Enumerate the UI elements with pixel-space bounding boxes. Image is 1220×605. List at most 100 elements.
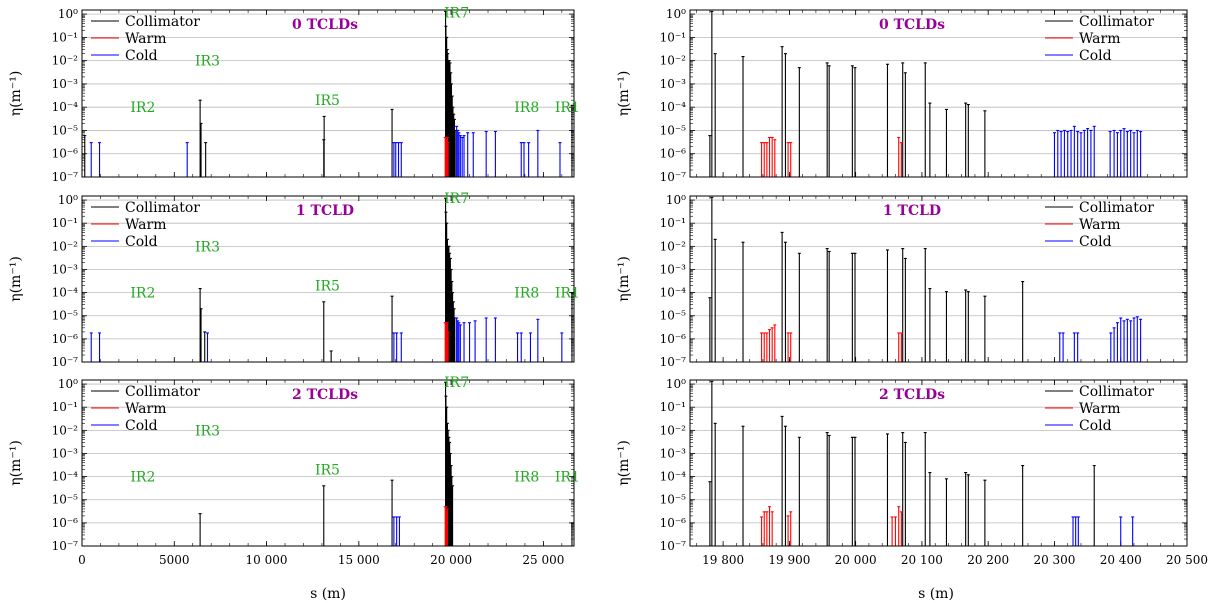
x-tick-label: 15 000 bbox=[338, 553, 380, 567]
y-tick-label: 10⁻⁵ bbox=[660, 493, 687, 507]
legend-label-warm: Warm bbox=[1079, 217, 1121, 233]
annotation-ir1: IR1 bbox=[555, 286, 580, 302]
x-tick-label: 20 500 bbox=[1166, 553, 1208, 567]
y-tick-label: 10⁰ bbox=[666, 377, 686, 391]
y-tick-label: 10⁻⁷ bbox=[660, 355, 687, 369]
panel-1: 10⁻⁷ 10⁻⁶ 10⁻⁵ 10⁻⁴ 10⁻³ 10⁻² 10⁻¹ 10⁰ η(m⁻¹) 0 T… bbox=[8, 5, 580, 184]
plot-frame bbox=[81, 9, 575, 178]
legend-label-collimator: Collimator bbox=[1079, 14, 1154, 30]
x-axis-label-left: s (m) bbox=[310, 586, 346, 602]
y-tick-label: 10⁻⁴ bbox=[52, 470, 79, 484]
legend-label-cold: Cold bbox=[125, 418, 158, 434]
legend-label-cold: Cold bbox=[125, 48, 158, 64]
x-tick-label: 20 000 bbox=[835, 553, 877, 567]
annotation-ir7: IR7 bbox=[444, 375, 469, 391]
y-axis-label: η(m⁻¹) bbox=[8, 71, 24, 117]
y-tick-label: 10⁻⁵ bbox=[660, 123, 687, 137]
panel-title: 2 TCLDs bbox=[879, 387, 945, 403]
x-tick-label: 20 100 bbox=[901, 553, 943, 567]
panel-title: 0 TCLDs bbox=[292, 17, 358, 33]
y-tick-label: 10⁰ bbox=[58, 193, 78, 207]
annotation-ir7: IR7 bbox=[444, 5, 469, 21]
panel-3: 10⁻⁷ 10⁻⁶ 10⁻⁵ 10⁻⁴ 10⁻³ 10⁻² 10⁻¹ 10⁰ η(m⁻¹) 1 T… bbox=[8, 191, 580, 369]
x-tick-label: 19 900 bbox=[768, 553, 810, 567]
legend-label-collimator: Collimator bbox=[125, 384, 200, 400]
y-tick-label: 10⁻⁵ bbox=[660, 309, 687, 323]
plot-frame bbox=[689, 379, 1188, 547]
y-tick-label: 10⁻³ bbox=[660, 77, 687, 91]
y-tick-label: 10⁰ bbox=[58, 7, 78, 21]
panel-title: 1 TCLD bbox=[296, 203, 354, 219]
y-tick-label: 10⁻⁴ bbox=[660, 286, 687, 300]
y-tick-label: 10⁻³ bbox=[52, 77, 79, 91]
annotation-ir2: IR2 bbox=[130, 470, 155, 486]
annotation-ir2: IR2 bbox=[130, 286, 155, 302]
annotation-ir3: IR3 bbox=[195, 54, 220, 70]
x-tick-label: 20 000 bbox=[430, 553, 472, 567]
y-tick-label: 10⁻⁶ bbox=[660, 332, 687, 346]
panel-5: 10⁻⁷ 10⁻⁶ 10⁻⁵ 10⁻⁴ 10⁻³ 10⁻² 10⁻¹ 10⁰ 0 5000 10 0… bbox=[8, 375, 580, 567]
y-tick-label: 10⁻² bbox=[52, 239, 79, 253]
y-tick-label: 10⁻⁷ bbox=[660, 539, 687, 553]
y-axis-label: η(m⁻¹) bbox=[8, 440, 24, 486]
x-tick-label: 19 800 bbox=[702, 553, 744, 567]
y-tick-label: 10⁻³ bbox=[52, 262, 79, 276]
legend-label-cold: Cold bbox=[1079, 418, 1112, 434]
legend-label-cold: Cold bbox=[1079, 48, 1112, 64]
panel-title: 0 TCLDs bbox=[879, 17, 945, 33]
x-tick-label: 10 000 bbox=[246, 553, 288, 567]
annotation-ir2: IR2 bbox=[130, 100, 155, 116]
y-tick-label: 10⁻⁶ bbox=[660, 516, 687, 530]
x-tick-label: 20 300 bbox=[1033, 553, 1075, 567]
y-axis-label: η(m⁻¹) bbox=[616, 440, 632, 486]
annotation-ir8: IR8 bbox=[514, 286, 539, 302]
plot-frame bbox=[81, 195, 575, 363]
annotation-ir5: IR5 bbox=[315, 279, 340, 295]
y-tick-label: 10⁻¹ bbox=[660, 30, 686, 44]
y-tick-label: 10⁻¹ bbox=[52, 400, 78, 414]
y-tick-label: 10⁻⁶ bbox=[52, 516, 79, 530]
panel-title: 2 TCLDs bbox=[292, 387, 358, 403]
y-tick-label: 10⁻⁴ bbox=[52, 286, 79, 300]
panel-title: 1 TCLD bbox=[883, 203, 941, 219]
y-tick-label: 10⁻⁷ bbox=[52, 170, 79, 184]
y-axis-label: η(m⁻¹) bbox=[616, 71, 632, 117]
legend-label-cold: Cold bbox=[125, 234, 158, 250]
legend-label-warm: Warm bbox=[125, 31, 167, 47]
y-axis-label: η(m⁻¹) bbox=[616, 256, 632, 302]
legend-label-collimator: Collimator bbox=[125, 200, 200, 216]
legend-label-collimator: Collimator bbox=[1079, 200, 1154, 216]
legend-label-cold: Cold bbox=[1079, 234, 1112, 250]
y-tick-label: 10⁻⁶ bbox=[52, 332, 79, 346]
y-tick-label: 10⁻⁶ bbox=[660, 147, 687, 161]
x-tick-label: 0 bbox=[78, 553, 86, 567]
plot-frame bbox=[689, 195, 1188, 363]
annotation-ir1: IR1 bbox=[555, 470, 580, 486]
y-tick-label: 10⁻⁷ bbox=[660, 170, 687, 184]
y-tick-label: 10⁰ bbox=[666, 193, 686, 207]
y-tick-label: 10⁻¹ bbox=[52, 30, 78, 44]
y-tick-label: 10⁻⁷ bbox=[52, 539, 79, 553]
y-tick-label: 10⁻¹ bbox=[52, 216, 78, 230]
legend-label-warm: Warm bbox=[1079, 31, 1121, 47]
annotation-ir7: IR7 bbox=[444, 191, 469, 207]
y-tick-label: 10⁻⁶ bbox=[52, 147, 79, 161]
y-tick-label: 10⁻⁵ bbox=[52, 123, 79, 137]
legend-label-collimator: Collimator bbox=[1079, 384, 1154, 400]
y-tick-label: 10⁻² bbox=[660, 54, 687, 68]
annotation-ir3: IR3 bbox=[195, 239, 220, 255]
x-tick-label: 20 400 bbox=[1100, 553, 1142, 567]
y-tick-label: 10⁻³ bbox=[660, 262, 687, 276]
legend-label-collimator: Collimator bbox=[125, 14, 200, 30]
y-tick-label: 10⁻² bbox=[52, 423, 79, 437]
x-tick-label: 20 200 bbox=[967, 553, 1009, 567]
legend-label-warm: Warm bbox=[125, 401, 167, 417]
annotation-ir5: IR5 bbox=[315, 463, 340, 479]
x-tick-label: 25 000 bbox=[522, 553, 564, 567]
y-tick-label: 10⁻¹ bbox=[660, 400, 686, 414]
y-tick-label: 10⁻⁵ bbox=[52, 493, 79, 507]
y-tick-label: 10⁻⁴ bbox=[660, 100, 687, 114]
y-tick-label: 10⁻³ bbox=[52, 446, 79, 460]
plot-frame bbox=[81, 379, 575, 547]
y-tick-label: 10⁻² bbox=[52, 54, 79, 68]
